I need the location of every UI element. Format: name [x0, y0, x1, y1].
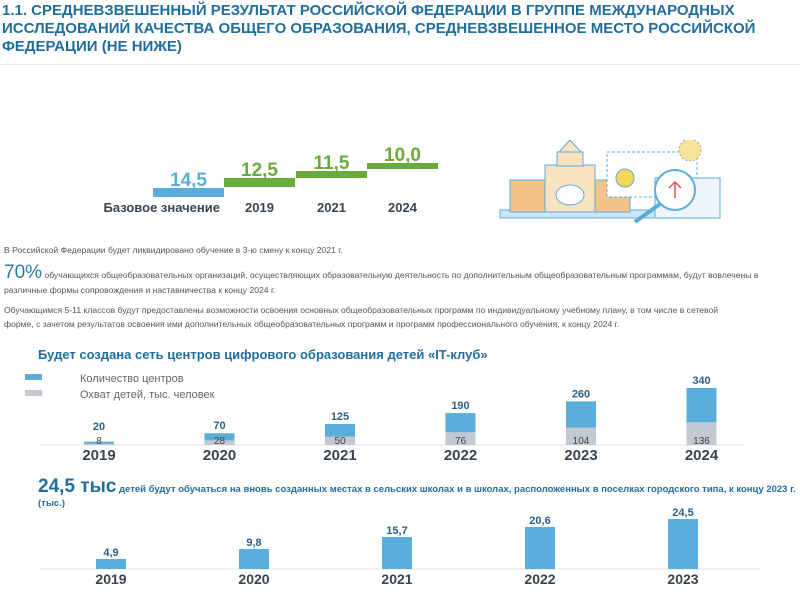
- bar-children: [84, 443, 114, 445]
- rural-schools-big: 24,5 тыс: [38, 476, 117, 497]
- step-bar: [296, 171, 367, 178]
- paragraph-70: 70% обучающихся общеобразовательных орга…: [4, 262, 784, 298]
- value-label-centers: 260: [572, 388, 590, 400]
- step-category-label: 2019: [245, 200, 274, 215]
- bar: [96, 559, 126, 569]
- bar-children: [325, 436, 355, 445]
- step-category-label: 2024: [388, 200, 418, 215]
- bar: [239, 549, 269, 569]
- value-label-children: 136: [693, 436, 710, 447]
- value-label-centers: 125: [331, 411, 349, 423]
- it-club-chart: Количество центров Охват детей, тыс. чело…: [25, 373, 745, 464]
- value-label-children: 104: [573, 436, 590, 447]
- value-label-centers: 70: [213, 420, 225, 432]
- university-magnifier-illustration-icon: [499, 140, 721, 224]
- step-value-label: 11,5: [314, 153, 350, 174]
- value-label: 15,7: [386, 525, 407, 537]
- category-label: 2019: [82, 447, 115, 464]
- rural-schools-title: 24,5 тыс детей будут обучаться на вновь …: [38, 476, 798, 511]
- step-value-label: 12,5: [241, 160, 278, 181]
- value-label: 24,5: [672, 507, 693, 519]
- value-label: 4,9: [103, 547, 118, 559]
- bar-centers: [84, 441, 114, 445]
- bar-children: [686, 422, 717, 445]
- value-label-children: 28: [214, 436, 226, 447]
- rural-schools-text: детей будут обучаться на вновь созданных…: [38, 484, 796, 509]
- stat-70: 70%: [4, 262, 43, 283]
- category-label: 2024: [685, 447, 719, 464]
- value-label: 20,6: [529, 515, 550, 527]
- bar: [668, 519, 698, 569]
- value-label-centers: 190: [451, 400, 469, 412]
- value-label-children: 50: [334, 436, 346, 447]
- bar-children: [566, 427, 596, 445]
- category-label: 2020: [203, 447, 236, 464]
- step-value-label: 14,5: [170, 170, 207, 191]
- category-label: 2019: [95, 571, 126, 587]
- bar-children: [204, 440, 235, 445]
- step-bar: [153, 188, 224, 197]
- category-label: 2023: [667, 571, 698, 587]
- rural-schools-chart: 4,9 2019 9,8 2020 15,7 2021 20,6 2022 24,5 2023: [40, 507, 760, 587]
- bar: [382, 536, 412, 569]
- page-title: 1.1. СРЕДНЕВЗВЕШЕННЫЙ РЕЗУЛЬТАТ РОССИЙСК…: [2, 2, 756, 55]
- value-label-centers: 20: [93, 421, 105, 433]
- step-chart: 14,5 Базовое значение 12,5 2019 11,5 2021 10,0…: [104, 145, 438, 215]
- bar-centers: [204, 433, 235, 445]
- divider: [0, 64, 800, 65]
- legend-swatch: [25, 390, 42, 396]
- step-value-label: 10,0: [384, 145, 421, 166]
- step-category-label: 2021: [317, 200, 346, 215]
- category-label: 2022: [444, 447, 477, 464]
- category-label: 2020: [238, 571, 269, 587]
- value-label-children: 8: [96, 436, 102, 447]
- category-label: 2021: [323, 447, 356, 464]
- bar: [525, 526, 555, 569]
- category-label: 2023: [564, 447, 597, 464]
- legend-label: Охват детей, тыс. человек: [80, 389, 215, 401]
- it-club-title: Будет создана сеть центров цифрового обр…: [38, 347, 488, 362]
- paragraph-individual-plan: Обучающимся 5-11 классов будут предостав…: [4, 305, 719, 329]
- category-label: 2022: [524, 571, 555, 587]
- step-category-label: Базовое значение: [104, 200, 221, 215]
- value-label-centers: 340: [692, 375, 710, 387]
- category-label: 2021: [381, 571, 412, 587]
- step-bar: [224, 178, 295, 187]
- paragraph-70-text: обучающихся общеобразовательных организа…: [4, 270, 759, 295]
- value-label-children: 76: [455, 436, 467, 447]
- legend-swatch: [25, 374, 42, 380]
- paragraph-shift: В Российской Федерации будет ликвидирова…: [4, 245, 343, 255]
- value-label: 9,8: [246, 537, 261, 549]
- bar-children: [445, 432, 476, 445]
- step-bar: [367, 163, 438, 169]
- legend-label: Количество центров: [80, 373, 184, 385]
